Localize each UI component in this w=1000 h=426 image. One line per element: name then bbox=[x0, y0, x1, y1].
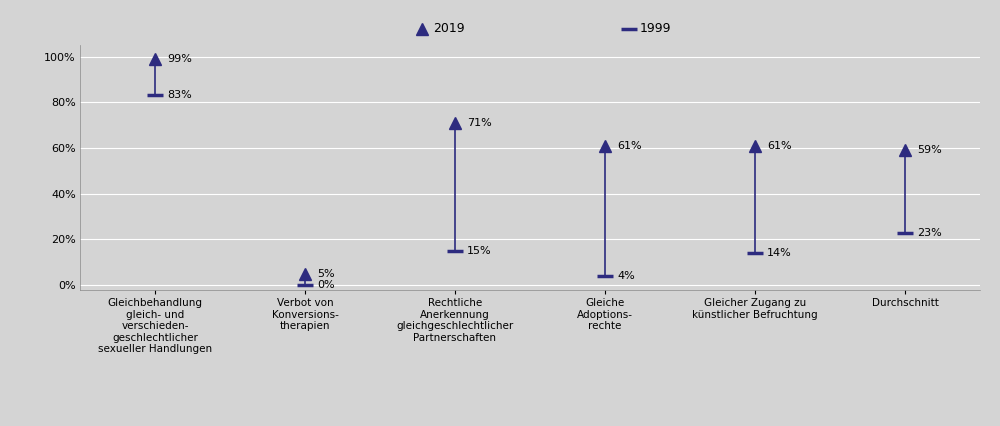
Text: 59%: 59% bbox=[917, 145, 942, 155]
Text: 0%: 0% bbox=[317, 280, 335, 290]
Text: 15%: 15% bbox=[467, 246, 492, 256]
Text: 5%: 5% bbox=[317, 269, 335, 279]
Text: 2019: 2019 bbox=[433, 22, 464, 35]
Text: 61%: 61% bbox=[617, 141, 642, 151]
Text: 23%: 23% bbox=[917, 227, 942, 238]
Text: 1999: 1999 bbox=[640, 22, 671, 35]
Text: 71%: 71% bbox=[467, 118, 492, 128]
Text: 61%: 61% bbox=[767, 141, 792, 151]
Text: 14%: 14% bbox=[767, 248, 792, 258]
Text: 4%: 4% bbox=[617, 271, 635, 281]
Text: 99%: 99% bbox=[167, 54, 192, 64]
Text: 83%: 83% bbox=[167, 90, 192, 101]
